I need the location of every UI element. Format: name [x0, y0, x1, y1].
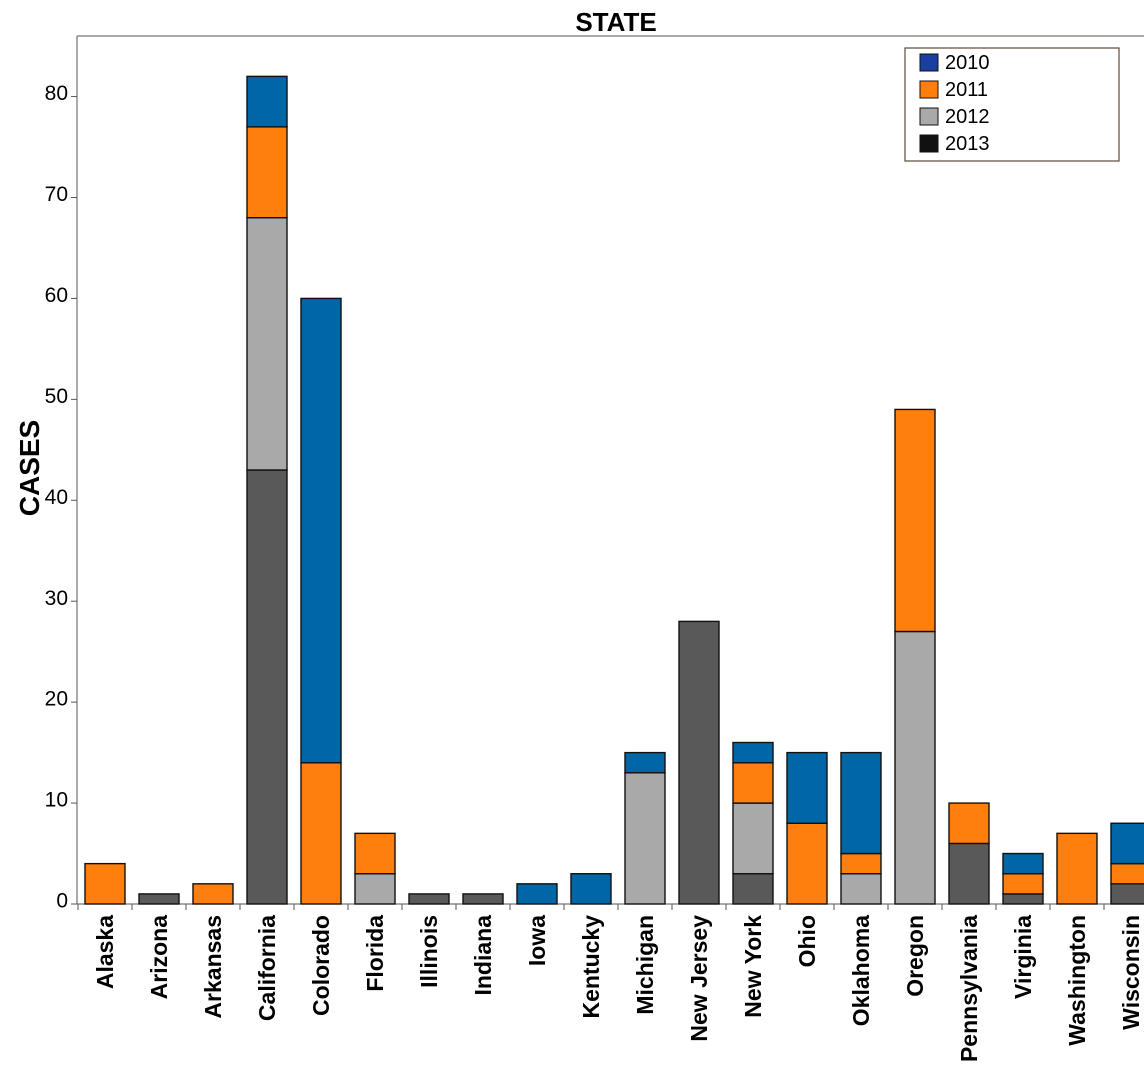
- x-tick-label: Virginia: [1010, 915, 1036, 999]
- x-tick-label: Iowa: [524, 915, 550, 966]
- bar-segment-california-2012: [246, 216, 288, 471]
- x-tick-label: Arkansas: [200, 915, 226, 1019]
- y-tick-label: 80: [45, 82, 68, 105]
- bar-segment-ohio-2011: [786, 822, 828, 905]
- bar-segment-california-2011: [246, 126, 288, 219]
- y-tick-label: 30: [45, 587, 68, 610]
- legend: 2010 2011 2012 2013: [904, 47, 1120, 162]
- legend-box: [904, 47, 1120, 162]
- bar-segment-wisconsin-2010: [1110, 822, 1144, 865]
- bar-segment-oregon-2011: [894, 408, 936, 633]
- x-tick-label: Indiana: [470, 915, 496, 996]
- bar-segment-new-york-2011: [732, 761, 774, 804]
- y-tick-label: 0: [56, 890, 68, 913]
- x-tick-label: Washington: [1064, 915, 1090, 1046]
- bar-segment-colorado-2011: [300, 761, 342, 905]
- y-tick-label: 60: [45, 284, 68, 307]
- x-tick-label: Oregon: [902, 915, 928, 997]
- x-tick-label: Arizona: [146, 915, 172, 1000]
- bar-segment-california-2010: [246, 75, 288, 128]
- bar-segment-pennsylvania-2013: [948, 842, 990, 905]
- x-tick-label: Alaska: [92, 915, 118, 989]
- x-axis: Alaska Arizona Arkansas California Colorado F…: [77, 904, 1144, 1062]
- legend-swatch-2012: [919, 107, 939, 126]
- x-tick-label: Ohio: [794, 915, 820, 967]
- bar-segment-oklahoma-2010: [840, 751, 882, 855]
- x-tick-label: Kentucky: [578, 915, 604, 1019]
- y-tick-label: 70: [45, 183, 68, 206]
- y-tick-label: 20: [45, 688, 68, 711]
- x-tick-label: Michigan: [632, 915, 658, 1015]
- bar-segment-new-york-2013: [732, 873, 774, 905]
- bar-segment-new-york-2012: [732, 802, 774, 875]
- bar-segment-arkansas-2011: [192, 883, 234, 905]
- x-tick-label: California: [254, 915, 280, 1021]
- bar-segment-colorado-2010: [300, 297, 342, 764]
- y-axis: 0 10 20 30 40 50 60 70 80: [45, 82, 77, 913]
- plot-frame: [76, 35, 1144, 905]
- legend-swatch-2011: [919, 80, 939, 99]
- y-tick-label: 40: [45, 486, 68, 509]
- bars: [84, 75, 1144, 905]
- bar-segment-new-jersey-2013: [678, 620, 720, 905]
- bar-segment-florida-2011: [354, 832, 396, 875]
- bar-segment-new-york-2010: [732, 741, 774, 764]
- x-tick-label: New Jersey: [686, 915, 712, 1042]
- bar-segment-illinois-2013: [408, 893, 450, 905]
- bar-segment-oregon-2012: [894, 630, 936, 905]
- bar-segment-alaska-2011: [84, 862, 126, 905]
- bar-segment-oklahoma-2012: [840, 873, 882, 905]
- legend-swatch-2013: [919, 134, 939, 153]
- chart-title: STATE: [575, 7, 656, 37]
- x-tick-label: Pennsylvania: [956, 915, 982, 1062]
- bar-segment-michigan-2010: [624, 751, 666, 774]
- bar-segment-california-2013: [246, 469, 288, 905]
- x-tick-label: Oklahoma: [848, 915, 874, 1026]
- bar-segment-florida-2012: [354, 873, 396, 905]
- y-tick-label: 10: [45, 789, 68, 812]
- legend-label-2013: 2013: [945, 133, 990, 155]
- bar-segment-iowa-2010: [516, 883, 558, 905]
- bar-segment-virginia-2010: [1002, 852, 1044, 875]
- legend-label-2010: 2010: [945, 52, 990, 74]
- bar-segment-washington-2011: [1056, 832, 1098, 905]
- legend-label-2012: 2012: [945, 106, 990, 128]
- y-axis-label: CASES: [14, 420, 45, 516]
- x-tick-label: Florida: [362, 915, 388, 992]
- bar-segment-virginia-2011: [1002, 873, 1044, 895]
- x-tick-label: Wisconsin: [1118, 915, 1144, 1030]
- x-tick-label: Colorado: [308, 915, 334, 1016]
- bar-segment-michigan-2012: [624, 772, 666, 905]
- bar-segment-oklahoma-2011: [840, 852, 882, 875]
- legend-swatch-2010: [919, 53, 939, 72]
- bar-segment-ohio-2010: [786, 751, 828, 824]
- bar-segment-wisconsin-2011: [1110, 862, 1144, 885]
- x-tick-label: New York: [740, 915, 766, 1018]
- bar-segment-arizona-2013: [138, 893, 180, 905]
- bar-segment-indiana-2013: [462, 893, 504, 905]
- y-tick-label: 50: [45, 385, 68, 408]
- x-tick-label: Illinois: [416, 915, 442, 988]
- bar-segment-virginia-2013: [1002, 893, 1044, 905]
- bar-segment-pennsylvania-2011: [948, 802, 990, 845]
- legend-label-2011: 2011: [945, 79, 988, 101]
- bar-segment-wisconsin-2013: [1110, 883, 1144, 905]
- bar-segment-kentucky-2010: [570, 873, 612, 905]
